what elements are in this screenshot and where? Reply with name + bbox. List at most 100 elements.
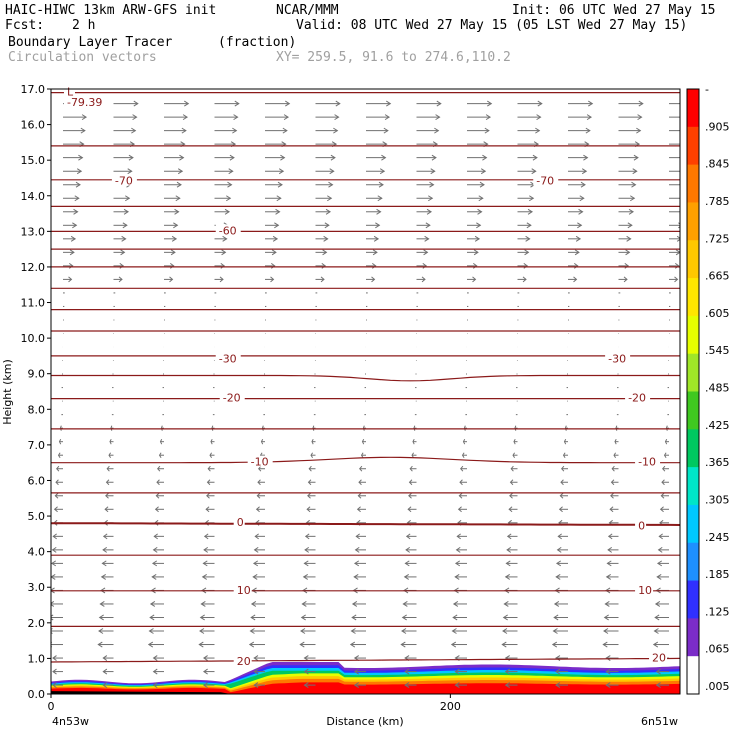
contour-label: 0	[638, 520, 645, 533]
wind-vector-head	[425, 222, 431, 229]
wind-vector-head	[312, 425, 315, 431]
wind-vector-head	[609, 506, 614, 513]
wind-vector-head	[202, 560, 208, 567]
wind-vector-head	[605, 668, 611, 675]
wind-vector-head	[302, 573, 308, 580]
wind-vector-head	[652, 641, 659, 648]
wind-vector-head	[80, 127, 86, 134]
wind-vector-head	[372, 249, 378, 256]
wind-vector-head	[405, 533, 411, 540]
org-label: NCAR/MMM	[276, 3, 339, 18]
wind-vector-head	[502, 628, 508, 634]
tracer-fill-layer	[51, 662, 680, 694]
wind-vector-head	[659, 506, 664, 513]
wind-vector-head	[170, 262, 175, 269]
wind-vector-head	[106, 465, 110, 472]
wind-vector-head	[307, 492, 311, 499]
wind-vector-head	[271, 249, 277, 256]
wind-vector-head	[104, 506, 109, 513]
wind-vector-head	[102, 668, 108, 675]
wind-vector-head	[233, 114, 239, 121]
wind-vector-head	[555, 655, 561, 661]
wind-vector-head	[537, 100, 543, 107]
wind-vector-head	[504, 668, 510, 675]
wind-vector-head	[221, 249, 227, 256]
wind-vector-head	[431, 154, 437, 161]
wind-vector-head	[304, 546, 310, 553]
wind-vector-head	[353, 682, 359, 689]
wind-vector-head	[255, 506, 260, 513]
contour-label: 10	[638, 584, 652, 597]
contour-label-bg	[533, 174, 559, 186]
contour-label: -30	[219, 352, 237, 365]
wind-vector-head	[159, 438, 163, 445]
wind-vector-head	[125, 195, 131, 202]
wind-vector-head	[377, 195, 383, 202]
wind-vector-head	[57, 452, 61, 458]
wind-vector-head	[623, 276, 628, 283]
right-endpoint-label: 6n51w	[641, 715, 678, 728]
wind-vector-head	[412, 438, 415, 445]
wind-vector-head	[454, 668, 460, 675]
wind-vector-head	[413, 425, 416, 431]
wind-vector-head	[607, 533, 613, 540]
colorbar-swatch	[687, 126, 699, 166]
wind-vector-head	[604, 601, 610, 607]
wind-vector-head	[154, 506, 159, 513]
wind-vector-head	[578, 208, 584, 215]
colorbar-label: .545	[705, 344, 730, 357]
wind-vector-head	[75, 181, 81, 188]
colorbar-swatch	[687, 240, 699, 279]
wind-vector-head	[428, 195, 434, 202]
wind-vector-head	[303, 682, 309, 689]
wind-vector-head	[401, 614, 407, 621]
wind-vector-head	[98, 628, 104, 634]
wind-vector-head	[249, 628, 255, 634]
wind-vector-head	[250, 601, 257, 607]
wind-vector-head	[157, 465, 161, 472]
y-tick-label: 15.0	[21, 154, 46, 167]
wind-vector-head	[69, 262, 74, 269]
wind-vector-head	[360, 452, 364, 458]
wind-vector-head	[272, 235, 279, 242]
wind-vector-head	[482, 154, 488, 161]
wind-vector-head	[110, 425, 113, 431]
wind-vector-head	[105, 479, 110, 486]
wind-vector-head	[454, 682, 460, 689]
tracer-band	[51, 682, 680, 694]
wind-vector-head	[203, 533, 209, 540]
x-tick-label: 0	[48, 700, 55, 713]
wind-vector-head	[121, 235, 127, 242]
contour-label: -30	[608, 352, 626, 365]
wind-vector-head	[402, 601, 408, 607]
wind-vector-head	[502, 614, 508, 621]
wind-vector-head	[373, 235, 380, 242]
colorbar-swatch	[687, 391, 699, 430]
wind-vector-head	[285, 100, 291, 107]
wind-vector-head	[674, 276, 679, 283]
wind-vector-head	[207, 465, 211, 472]
colorbar-swatch	[687, 618, 699, 657]
wind-vector-head	[625, 249, 631, 256]
wind-vector-head	[655, 682, 661, 689]
wind-vector-head	[253, 668, 259, 675]
wind-vector-head	[485, 114, 492, 121]
wind-vector-head	[504, 682, 510, 689]
wind-vector-head	[653, 628, 659, 634]
colorbar-label: .845	[705, 158, 730, 171]
wind-vector-head	[327, 195, 333, 202]
wind-vector-head	[658, 533, 663, 540]
colorbar-frame	[686, 88, 700, 695]
wind-vector-head	[603, 628, 609, 634]
colorbar-label: .065	[705, 643, 730, 656]
y-axis-label: Height (km)	[1, 359, 14, 425]
wind-vector-head	[51, 546, 57, 553]
wind-vector-head	[581, 168, 588, 175]
wind-vector-head	[355, 533, 360, 540]
wind-vector-head	[553, 601, 560, 607]
forecast-hour: 2 h	[72, 18, 96, 33]
wind-vector-head	[474, 235, 481, 242]
wind-vector-head	[109, 438, 112, 445]
wind-vector-head	[98, 614, 104, 621]
y-tick-label: 3.0	[28, 581, 46, 594]
